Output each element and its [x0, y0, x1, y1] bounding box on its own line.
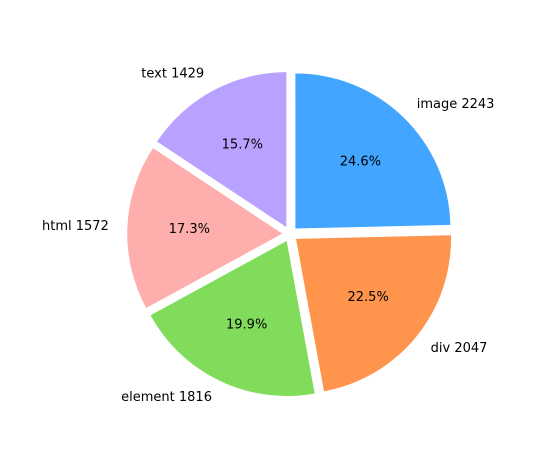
pie-labels: 24.6% image 2243 22.5% div 2047 19.9% element… [42, 67, 494, 405]
pie-slices [127, 72, 452, 396]
pie-slice-label-element: element 1816 [121, 390, 212, 405]
pie-pct-label-html: 17.3% [169, 222, 210, 237]
pie-slice-label-div: div 2047 [431, 341, 488, 356]
pie-slice-label-image: image 2243 [417, 97, 495, 112]
pie-slice-element [150, 240, 315, 396]
pie-slice-image [295, 73, 451, 229]
pie-slice-text [157, 72, 287, 228]
pie-slice-html [127, 148, 283, 308]
pie-slice-label-text: text 1429 [141, 67, 204, 82]
pie-pct-label-text: 15.7% [222, 138, 263, 153]
pie-pct-label-div: 22.5% [348, 290, 389, 305]
pie-pct-label-element: 19.9% [226, 317, 267, 332]
pie-slice-label-html: html 1572 [42, 219, 109, 234]
pie-slice-div [296, 235, 452, 392]
pie-pct-label-image: 24.6% [340, 154, 381, 169]
